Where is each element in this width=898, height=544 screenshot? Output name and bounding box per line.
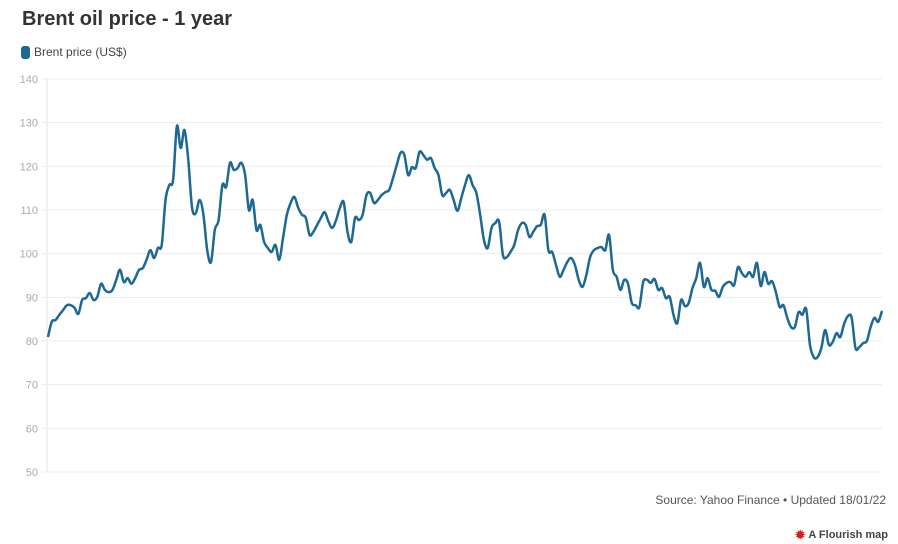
y-tick-label: 70 — [26, 380, 38, 392]
legend: Brent price (US$) — [21, 45, 127, 59]
series-line-brent-price — [46, 124, 884, 360]
y-tick-label: 100 — [20, 249, 38, 261]
y-tick-label: 50 — [26, 467, 38, 479]
chart-title: Brent oil price - 1 year — [22, 8, 233, 30]
y-tick-label: 90 — [26, 292, 38, 304]
y-tick-label: 60 — [26, 423, 38, 435]
flourish-credit-label: A Flourish map — [808, 529, 888, 541]
flourish-credit[interactable]: ✹ A Flourish map — [795, 528, 888, 542]
legend-swatch — [21, 45, 30, 59]
y-tick-label: 110 — [20, 205, 38, 217]
y-tick-label: 130 — [20, 118, 38, 130]
flourish-logo-icon: ✹ — [795, 528, 806, 542]
y-tick-label: 120 — [20, 161, 38, 173]
y-tick-label: 80 — [26, 336, 38, 348]
source-note: Source: Yahoo Finance • Updated 18/01/22 — [655, 493, 886, 507]
y-tick-label: 140 — [20, 74, 38, 86]
legend-label: Brent price (US$) — [34, 45, 127, 59]
